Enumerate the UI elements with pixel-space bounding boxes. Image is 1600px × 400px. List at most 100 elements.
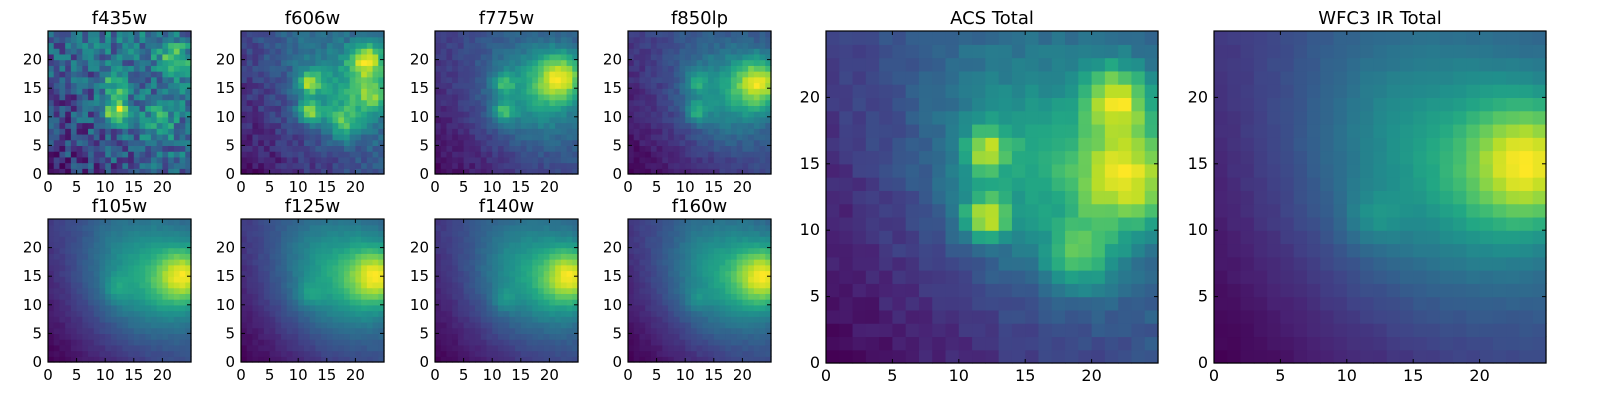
heatmap-cell — [520, 122, 528, 129]
heatmap-cell — [633, 276, 641, 283]
heatmap-cell — [116, 316, 123, 323]
heatmap-cell — [355, 59, 362, 66]
heatmap-cell — [650, 59, 658, 66]
heatmap-cell — [162, 156, 169, 164]
heatmap-cell — [110, 48, 118, 55]
heatmap-cell — [463, 287, 470, 294]
heatmap-cell — [315, 236, 322, 243]
heatmap-cell — [440, 48, 448, 55]
heatmap-cell — [355, 156, 362, 164]
heatmap-cell — [708, 356, 715, 363]
heatmap-cell — [503, 151, 510, 158]
heatmap-cell — [457, 344, 465, 352]
heatmap-cell — [292, 82, 299, 89]
heatmap-cell — [457, 333, 465, 340]
heatmap-cell — [361, 299, 368, 306]
heatmap-cell — [526, 293, 533, 300]
heatmap-cell — [532, 304, 539, 312]
heatmap-cell — [82, 287, 89, 294]
heatmap-cell — [122, 128, 129, 135]
heatmap-cell — [515, 304, 522, 312]
heatmap-cell — [309, 31, 316, 38]
heatmap-cell — [719, 42, 726, 49]
heatmap-cell — [543, 276, 550, 283]
heatmap-cell — [475, 93, 482, 101]
heatmap-cell — [263, 162, 271, 169]
heatmap-cell — [440, 71, 448, 78]
heatmap-cell — [309, 42, 316, 49]
heatmap-cell — [633, 116, 641, 124]
heatmap-cell — [275, 224, 282, 232]
heatmap-cell — [241, 128, 248, 135]
heatmap-cell — [263, 76, 271, 84]
heatmap-cell — [549, 270, 556, 277]
heatmap-cell — [343, 316, 351, 323]
heatmap-cell — [708, 82, 715, 89]
heatmap-cell — [480, 31, 488, 38]
heatmap-cell — [241, 356, 248, 363]
heatmap-cell — [572, 304, 579, 312]
heatmap-cell — [742, 71, 749, 78]
heatmap-cell — [509, 304, 516, 312]
heatmap-cell — [452, 270, 459, 277]
heatmap-cell — [275, 270, 282, 277]
heatmap-cell — [173, 281, 181, 289]
heatmap-cell — [748, 162, 755, 169]
heatmap-cell — [241, 99, 248, 106]
heatmap-cell — [156, 327, 163, 334]
heatmap-cell — [128, 333, 135, 340]
heatmap-cell — [48, 299, 55, 306]
heatmap-cell — [292, 350, 299, 357]
heatmap-cell — [378, 122, 385, 129]
heatmap-cell — [650, 270, 658, 277]
heatmap-cell — [168, 356, 175, 363]
heatmap-cell — [241, 71, 248, 78]
heatmap-cell — [286, 281, 294, 289]
heatmap-cell — [275, 236, 282, 243]
heatmap-cell — [59, 156, 66, 164]
heatmap-cell — [349, 168, 356, 175]
heatmap-cell — [480, 253, 488, 260]
heatmap-cell — [105, 247, 112, 254]
heatmap-cell — [480, 128, 488, 135]
heatmap-cell — [128, 247, 135, 254]
heatmap-cell — [145, 264, 152, 272]
heatmap-cell — [628, 151, 635, 158]
heatmap-cell — [452, 327, 459, 334]
heatmap-cell — [480, 264, 488, 272]
heatmap-cell — [702, 350, 709, 357]
heatmap-cell — [656, 31, 663, 38]
heatmap-cell — [759, 76, 766, 84]
heatmap-cell — [298, 316, 305, 323]
heatmap-cell — [480, 287, 488, 294]
heatmap-cell — [286, 350, 294, 357]
y-tick-label: 10 — [410, 108, 429, 126]
heatmap-cell — [355, 316, 362, 323]
heatmap-cell — [179, 36, 186, 44]
heatmap-cell — [452, 151, 459, 158]
heatmap-cell — [708, 350, 715, 357]
heatmap-cell — [572, 48, 579, 55]
heatmap-cell — [650, 344, 658, 352]
heatmap-cell — [662, 310, 669, 317]
heatmap-cell — [463, 151, 470, 158]
heatmap-cell — [725, 316, 732, 323]
heatmap-cell — [503, 53, 510, 61]
heatmap-cell — [309, 247, 316, 254]
heatmap-cell — [497, 82, 505, 89]
heatmap-cell — [326, 293, 334, 300]
heatmap-cell — [258, 151, 265, 158]
heatmap-cell — [303, 53, 311, 61]
heatmap-cell — [486, 128, 493, 135]
heatmap-cell — [725, 111, 732, 118]
heatmap-cell — [650, 316, 658, 323]
heatmap-cell — [537, 253, 545, 260]
heatmap-cell — [133, 356, 141, 363]
heatmap-cell — [742, 276, 749, 283]
heatmap-cell — [343, 230, 351, 237]
heatmap-cell — [65, 327, 72, 334]
heatmap-cell — [128, 299, 135, 306]
heatmap-cell — [486, 287, 493, 294]
heatmap-cell — [543, 350, 550, 357]
heatmap-cell — [656, 116, 663, 124]
